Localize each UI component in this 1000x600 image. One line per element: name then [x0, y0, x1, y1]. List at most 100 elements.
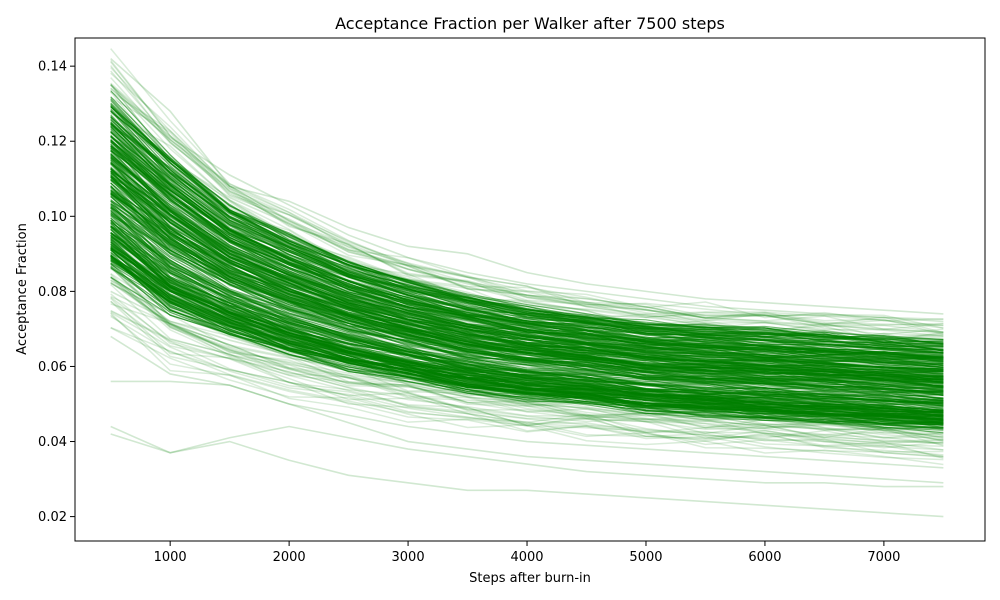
walker-line: [110, 162, 944, 386]
walker-line-outlier: [110, 215, 944, 383]
walker-line: [110, 171, 944, 383]
walker-line: [110, 83, 944, 341]
y-axis-label: Acceptance Fraction: [15, 223, 30, 355]
walker-line: [110, 268, 944, 425]
series-lines: [110, 48, 944, 518]
walker-line: [110, 295, 944, 442]
walker-line: [110, 206, 944, 396]
walker-line: [110, 193, 944, 394]
y-tick-label: 0.08: [38, 285, 67, 300]
walker-line: [110, 259, 944, 425]
x-tick-label: 6000: [748, 550, 781, 565]
walker-line: [110, 160, 944, 386]
walker-line: [110, 263, 944, 443]
walker-line: [110, 48, 944, 322]
walker-line: [110, 145, 944, 361]
walker-line: [110, 297, 944, 456]
walker-line: [110, 282, 944, 433]
walker-line-outlier: [110, 110, 944, 334]
walker-line: [110, 133, 944, 364]
walker-line: [110, 70, 944, 334]
walker-line: [110, 219, 944, 412]
walker-line: [110, 279, 944, 436]
walker-line: [110, 326, 944, 458]
walker-line: [110, 279, 944, 426]
walker-line: [110, 120, 944, 349]
walker-line: [110, 303, 944, 439]
walker-line: [110, 186, 944, 387]
walker-line: [110, 112, 944, 339]
walker-line-outlier: [110, 380, 944, 484]
walker-line: [110, 252, 944, 428]
x-tick-label: 1000: [154, 550, 187, 565]
walker-line: [110, 116, 944, 355]
walker-line: [110, 131, 944, 360]
walker-line: [110, 199, 944, 389]
walker-line: [110, 235, 944, 409]
walker-line: [110, 311, 944, 460]
walker-line: [110, 162, 944, 381]
walker-line: [110, 300, 944, 451]
walker-line: [110, 233, 944, 419]
walker-line: [110, 103, 944, 352]
walker-line: [110, 161, 944, 370]
walker-line: [110, 145, 944, 362]
walker-line: [110, 98, 944, 344]
walker-line-outlier: [110, 58, 944, 315]
walker-line: [110, 131, 944, 354]
y-tick-label: 0.04: [38, 435, 67, 450]
walker-line: [110, 168, 944, 380]
walker-line: [110, 211, 944, 392]
walker-line: [110, 191, 944, 383]
y-axis-ticks: 0.02 0.04 0.06 0.08 0.10 0.12 0.14: [38, 60, 75, 525]
walker-line: [110, 315, 944, 458]
walker-line: [110, 143, 944, 369]
walker-line: [110, 327, 944, 453]
walker-line: [110, 147, 944, 370]
walker-line: [110, 91, 944, 349]
walker-line-outlier: [110, 335, 944, 469]
y-tick-label: 0.10: [38, 210, 67, 225]
walker-line: [110, 162, 944, 373]
walker-line: [110, 88, 944, 333]
walker-line: [110, 266, 944, 446]
walker-line: [110, 222, 944, 409]
walker-line: [110, 314, 944, 461]
walker-line: [110, 226, 944, 414]
walker-line: [110, 186, 944, 400]
x-tick-label: 2000: [273, 550, 306, 565]
walker-line: [110, 310, 944, 451]
walker-line: [110, 104, 944, 343]
walker-line: [110, 91, 944, 331]
walker-line: [110, 185, 944, 391]
walker-line: [110, 184, 944, 396]
walker-line: [110, 143, 944, 367]
walker-line: [110, 275, 944, 438]
walker-line: [110, 208, 944, 408]
walker-line: [110, 272, 944, 437]
walker-line: [110, 156, 944, 365]
walker-line: [110, 276, 944, 445]
walker-line: [110, 123, 944, 347]
walker-line-outlier: [110, 433, 944, 518]
walker-line: [110, 247, 944, 421]
y-tick-label: 0.06: [38, 360, 67, 375]
walker-line: [110, 262, 944, 419]
walker-line: [110, 224, 944, 418]
walker-line: [110, 276, 944, 436]
walker-line-outlier: [110, 290, 944, 424]
walker-line: [110, 199, 944, 401]
walker-line: [110, 204, 944, 388]
walker-line: [110, 116, 944, 350]
walker-line: [110, 203, 944, 397]
walker-line: [110, 282, 944, 441]
walker-line: [110, 240, 944, 415]
walker-line: [110, 193, 944, 394]
walker-line: [110, 173, 944, 387]
walker-line: [110, 140, 944, 369]
walker-line: [110, 170, 944, 380]
walker-line: [110, 105, 944, 345]
walker-line-outlier: [110, 140, 944, 353]
walker-line: [110, 157, 944, 369]
x-tick-label: 7000: [867, 550, 900, 565]
